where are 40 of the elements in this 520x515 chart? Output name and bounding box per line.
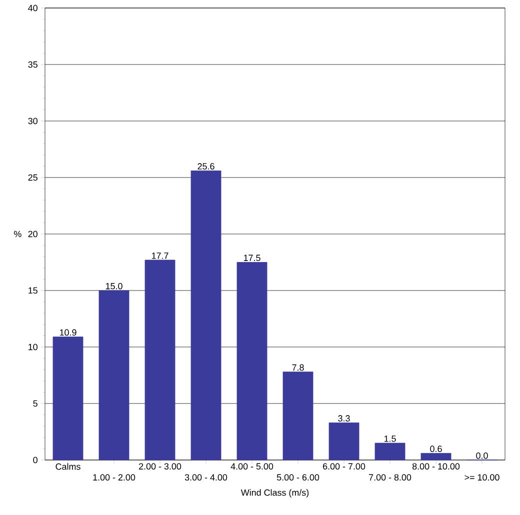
y-tick-label: 30	[28, 118, 38, 124]
y-tick-label: 20	[28, 230, 38, 238]
data-label: 1.5	[384, 436, 396, 442]
bar	[420, 453, 452, 460]
y-tick-label: 35	[28, 61, 38, 68]
y-tick-label: 0	[33, 456, 38, 464]
x-tick-label: 2.00 - 3.00	[139, 463, 182, 470]
data-label: 17.5	[244, 254, 260, 262]
x-tick-label: >= 10.00	[464, 474, 500, 481]
x-axis-title: Wind Class (m/s)	[240, 489, 309, 498]
bar	[52, 336, 84, 460]
y-axis-title: %	[14, 230, 22, 238]
x-tick-label: 6.00 - 7.00	[323, 463, 366, 470]
data-label: 0.6	[430, 446, 442, 452]
y-tick-label: 5	[33, 400, 38, 407]
bar	[328, 422, 360, 460]
x-tick-label: 4.00 - 5.00	[230, 463, 274, 470]
data-label: 10.9	[60, 329, 76, 336]
x-tick-label: 5.00 - 6.00	[276, 474, 320, 481]
y-tick-label: 15	[28, 287, 38, 294]
data-label: 25.6	[198, 163, 214, 170]
x-tick-label: 8.00 - 10.00	[412, 463, 460, 470]
x-tick-label: 7.00 - 8.00	[369, 474, 412, 481]
x-tick-label: 3.00 - 4.00	[184, 474, 228, 481]
bar	[374, 442, 406, 460]
bar	[144, 260, 176, 460]
data-label: 3.3	[338, 415, 350, 422]
data-label: 17.7	[152, 252, 168, 259]
y-tick-label: 10	[28, 344, 38, 350]
bar	[98, 290, 130, 460]
bar	[190, 170, 222, 460]
x-tick-label: 1.00 - 2.00	[93, 474, 136, 481]
y-tick-label: 40	[28, 4, 38, 12]
y-tick-label: 25	[28, 174, 38, 181]
data-label: 15.0	[106, 282, 122, 290]
data-label: 7.8	[292, 364, 304, 371]
bar	[282, 372, 314, 460]
bar	[236, 262, 268, 460]
x-tick-label: Calms	[56, 463, 80, 470]
data-label: 0.0	[476, 452, 488, 459]
